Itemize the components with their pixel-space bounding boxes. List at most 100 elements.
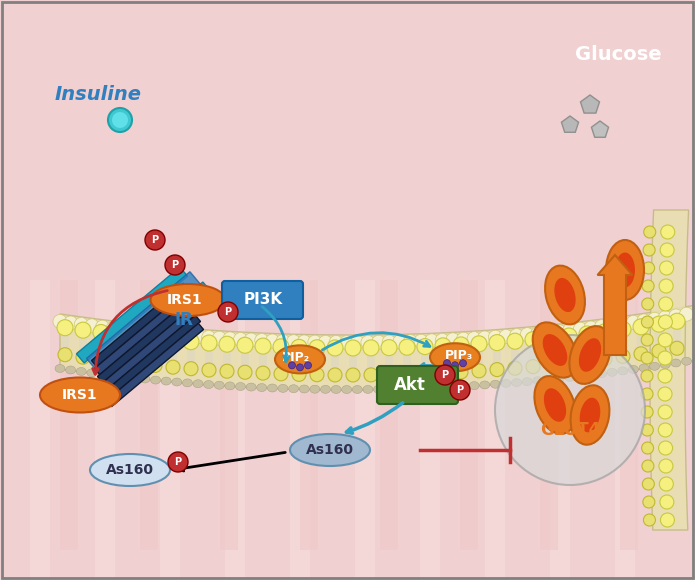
Polygon shape — [562, 116, 578, 132]
Circle shape — [643, 244, 655, 256]
Ellipse shape — [172, 378, 182, 386]
Ellipse shape — [318, 335, 332, 349]
Bar — [0, 361, 695, 377]
Circle shape — [274, 367, 288, 381]
Ellipse shape — [448, 383, 458, 391]
Circle shape — [256, 366, 270, 380]
Ellipse shape — [660, 361, 670, 369]
Bar — [277, 347, 285, 374]
Circle shape — [238, 365, 252, 379]
Circle shape — [417, 339, 433, 354]
Ellipse shape — [159, 327, 173, 341]
Ellipse shape — [416, 384, 426, 392]
Polygon shape — [76, 267, 188, 363]
Ellipse shape — [275, 345, 325, 374]
Circle shape — [562, 356, 576, 370]
Ellipse shape — [554, 375, 564, 383]
Polygon shape — [106, 324, 204, 407]
Circle shape — [363, 340, 379, 356]
Ellipse shape — [477, 331, 492, 345]
Ellipse shape — [534, 376, 575, 434]
Ellipse shape — [331, 386, 341, 393]
FancyBboxPatch shape — [377, 366, 458, 404]
Polygon shape — [97, 299, 195, 383]
Bar — [295, 347, 303, 374]
Circle shape — [598, 351, 612, 366]
Circle shape — [641, 298, 654, 310]
Ellipse shape — [310, 385, 320, 393]
Ellipse shape — [342, 386, 352, 393]
Bar — [601, 332, 609, 359]
Bar — [0, 0, 695, 14]
Ellipse shape — [161, 377, 171, 385]
Ellipse shape — [437, 383, 448, 392]
Text: P: P — [172, 260, 179, 270]
Circle shape — [495, 335, 645, 485]
Circle shape — [327, 340, 343, 356]
Ellipse shape — [202, 331, 215, 345]
Ellipse shape — [669, 309, 683, 323]
Bar — [140, 280, 158, 550]
Bar — [0, 419, 695, 435]
Bar — [0, 506, 695, 522]
Ellipse shape — [290, 434, 370, 466]
Ellipse shape — [214, 381, 224, 389]
Circle shape — [145, 230, 165, 250]
Ellipse shape — [489, 330, 502, 344]
Bar — [259, 346, 267, 373]
Ellipse shape — [499, 329, 513, 343]
Circle shape — [345, 340, 361, 356]
Ellipse shape — [639, 364, 649, 372]
Polygon shape — [650, 210, 689, 530]
Ellipse shape — [87, 369, 97, 377]
Ellipse shape — [531, 327, 545, 340]
Ellipse shape — [244, 333, 258, 347]
Bar — [0, 564, 695, 580]
FancyBboxPatch shape — [160, 280, 180, 580]
Ellipse shape — [40, 378, 120, 412]
Circle shape — [525, 332, 541, 347]
Circle shape — [642, 280, 654, 292]
Ellipse shape — [405, 385, 416, 393]
Ellipse shape — [584, 321, 598, 335]
Circle shape — [309, 340, 325, 356]
Bar — [0, 144, 695, 160]
Circle shape — [112, 112, 128, 128]
Bar — [367, 348, 375, 375]
Bar — [0, 260, 695, 276]
Bar — [655, 324, 663, 351]
Bar — [380, 280, 398, 550]
Ellipse shape — [446, 333, 460, 347]
Ellipse shape — [430, 343, 480, 371]
Bar — [0, 274, 695, 290]
Ellipse shape — [648, 312, 662, 327]
Circle shape — [580, 354, 594, 368]
Ellipse shape — [53, 314, 67, 328]
Circle shape — [450, 380, 470, 400]
Bar — [313, 348, 321, 375]
FancyBboxPatch shape — [95, 280, 115, 580]
Ellipse shape — [119, 373, 129, 380]
Text: P: P — [457, 385, 464, 395]
Ellipse shape — [170, 328, 183, 342]
Ellipse shape — [97, 370, 108, 378]
Ellipse shape — [594, 320, 609, 334]
Bar — [300, 280, 318, 550]
Ellipse shape — [256, 383, 267, 392]
Ellipse shape — [403, 335, 418, 349]
Circle shape — [641, 334, 653, 346]
Bar — [61, 328, 69, 355]
Bar — [620, 280, 638, 550]
Ellipse shape — [223, 332, 237, 346]
Ellipse shape — [350, 335, 364, 350]
Circle shape — [292, 367, 306, 381]
Ellipse shape — [459, 382, 468, 390]
Ellipse shape — [521, 328, 534, 342]
Circle shape — [526, 360, 540, 374]
Polygon shape — [580, 95, 600, 113]
Ellipse shape — [658, 311, 672, 325]
Circle shape — [112, 354, 126, 369]
Ellipse shape — [512, 379, 522, 386]
Circle shape — [237, 337, 253, 353]
Bar — [97, 332, 105, 360]
